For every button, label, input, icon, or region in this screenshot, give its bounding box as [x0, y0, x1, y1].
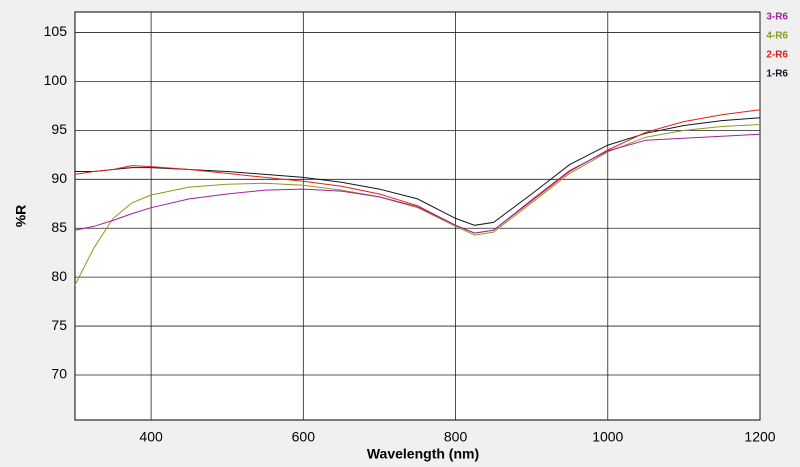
x-tick-label: 1000: [592, 429, 623, 445]
legend-label: 1-R6: [766, 69, 788, 80]
y-tick-label: 105: [44, 23, 68, 39]
data-line: [74, 109, 761, 234]
x-tick-label: 600: [292, 429, 316, 445]
legend-label: 3-R6: [766, 12, 788, 23]
y-tick-label: 70: [51, 366, 67, 382]
y-tick-label: 75: [51, 317, 67, 333]
data-line: [75, 117, 761, 226]
x-tick-label: 400: [139, 429, 163, 445]
x-axis-label: Wavelength (nm): [367, 446, 479, 462]
y-tick-label: 80: [51, 268, 67, 284]
x-tick-label: 1200: [744, 429, 775, 445]
y-axis-label: %R: [13, 205, 29, 228]
legend-label: 2-R6: [766, 50, 788, 61]
data-line: [74, 133, 761, 234]
y-tick-label: 85: [51, 219, 67, 235]
x-tick-label: 800: [444, 429, 468, 445]
y-tick-label: 100: [44, 72, 68, 88]
legend-label: 4-R6: [766, 31, 788, 42]
y-tick-label: 90: [51, 170, 67, 186]
plot-area: [74, 11, 761, 421]
y-tick-label: 95: [51, 121, 67, 137]
